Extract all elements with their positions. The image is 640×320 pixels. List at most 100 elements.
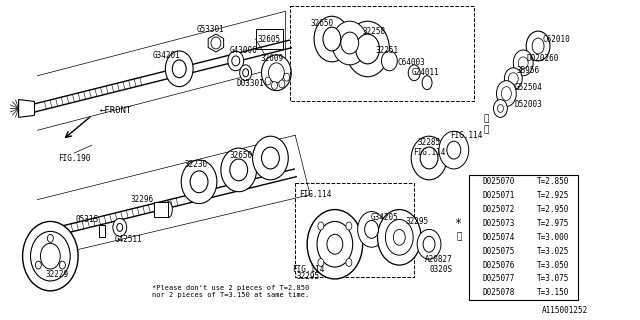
Bar bbox=[291, 6, 474, 100]
Ellipse shape bbox=[47, 234, 53, 242]
Text: 0531S: 0531S bbox=[76, 215, 99, 224]
Text: A115001252: A115001252 bbox=[541, 306, 588, 315]
Text: 32229: 32229 bbox=[45, 269, 69, 278]
Ellipse shape bbox=[228, 51, 244, 71]
Text: *: * bbox=[455, 217, 462, 230]
Text: FIG.190: FIG.190 bbox=[58, 154, 90, 163]
Ellipse shape bbox=[35, 261, 42, 269]
Text: 32285: 32285 bbox=[417, 138, 440, 147]
Text: G43006: G43006 bbox=[230, 46, 257, 55]
Text: D025071: D025071 bbox=[483, 191, 515, 200]
Ellipse shape bbox=[346, 222, 352, 230]
Text: G34201: G34201 bbox=[152, 52, 180, 60]
Text: G52504: G52504 bbox=[515, 83, 542, 92]
Text: T=3.050: T=3.050 bbox=[537, 260, 569, 269]
Ellipse shape bbox=[253, 136, 288, 180]
Ellipse shape bbox=[417, 229, 441, 259]
Text: FIG.114: FIG.114 bbox=[292, 265, 324, 274]
Text: 32258: 32258 bbox=[363, 27, 386, 36]
Ellipse shape bbox=[332, 21, 367, 65]
Ellipse shape bbox=[365, 220, 378, 238]
Ellipse shape bbox=[408, 65, 420, 81]
Ellipse shape bbox=[307, 210, 363, 279]
Ellipse shape bbox=[346, 259, 352, 267]
Ellipse shape bbox=[165, 51, 193, 87]
Ellipse shape bbox=[243, 69, 248, 77]
Text: D025077: D025077 bbox=[483, 275, 515, 284]
Ellipse shape bbox=[497, 81, 516, 107]
Text: D025076: D025076 bbox=[483, 260, 515, 269]
Ellipse shape bbox=[172, 60, 186, 78]
Ellipse shape bbox=[447, 141, 461, 159]
Ellipse shape bbox=[317, 221, 353, 267]
Text: 32650: 32650 bbox=[229, 150, 252, 160]
Text: ①: ① bbox=[484, 126, 489, 135]
Text: 32296: 32296 bbox=[130, 195, 153, 204]
Ellipse shape bbox=[60, 261, 65, 269]
Text: D025078: D025078 bbox=[483, 288, 515, 297]
Polygon shape bbox=[99, 225, 105, 237]
Ellipse shape bbox=[497, 105, 504, 112]
Text: G24011: G24011 bbox=[412, 68, 439, 77]
Ellipse shape bbox=[423, 236, 435, 252]
Polygon shape bbox=[154, 202, 168, 218]
Text: 32251: 32251 bbox=[376, 46, 399, 55]
Ellipse shape bbox=[508, 73, 518, 85]
Text: A20827: A20827 bbox=[425, 255, 453, 264]
Text: T=3.000: T=3.000 bbox=[537, 233, 569, 242]
Ellipse shape bbox=[394, 229, 405, 245]
Text: 32650: 32650 bbox=[310, 19, 333, 28]
Ellipse shape bbox=[532, 38, 544, 54]
Ellipse shape bbox=[284, 73, 290, 81]
Bar bbox=[468, 175, 578, 300]
Text: C62010: C62010 bbox=[542, 35, 570, 44]
Ellipse shape bbox=[164, 202, 172, 218]
Ellipse shape bbox=[526, 31, 550, 61]
Text: T=2.925: T=2.925 bbox=[537, 191, 569, 200]
Text: 0320S: 0320S bbox=[429, 265, 452, 274]
Text: FIG.114: FIG.114 bbox=[299, 190, 332, 199]
Ellipse shape bbox=[501, 87, 511, 100]
Text: T=2.975: T=2.975 bbox=[537, 219, 569, 228]
Polygon shape bbox=[19, 100, 35, 117]
Text: T=2.950: T=2.950 bbox=[537, 205, 569, 214]
Text: D025073: D025073 bbox=[483, 219, 515, 228]
Ellipse shape bbox=[116, 223, 123, 231]
Bar bbox=[295, 183, 414, 277]
Ellipse shape bbox=[31, 231, 70, 281]
Text: T=3.150: T=3.150 bbox=[537, 288, 569, 297]
Ellipse shape bbox=[181, 160, 217, 204]
Ellipse shape bbox=[265, 77, 271, 85]
Ellipse shape bbox=[230, 159, 248, 181]
Text: D025072: D025072 bbox=[483, 205, 515, 214]
Text: T=2.850: T=2.850 bbox=[537, 177, 569, 186]
Text: G34205: G34205 bbox=[371, 213, 398, 222]
Text: FIG.114: FIG.114 bbox=[413, 148, 445, 156]
Ellipse shape bbox=[262, 55, 291, 91]
Text: D025074: D025074 bbox=[483, 233, 515, 242]
Ellipse shape bbox=[323, 27, 341, 51]
Text: 32295: 32295 bbox=[296, 272, 319, 282]
Ellipse shape bbox=[381, 51, 397, 71]
Ellipse shape bbox=[318, 222, 324, 230]
Ellipse shape bbox=[356, 34, 380, 64]
Text: 32230: 32230 bbox=[184, 160, 207, 170]
Bar bbox=[255, 29, 284, 49]
Ellipse shape bbox=[19, 103, 27, 113]
Ellipse shape bbox=[341, 32, 358, 54]
Ellipse shape bbox=[318, 259, 324, 267]
Ellipse shape bbox=[327, 234, 343, 254]
Text: 3B956: 3B956 bbox=[516, 66, 540, 75]
Ellipse shape bbox=[412, 136, 447, 180]
Text: D025075: D025075 bbox=[483, 247, 515, 256]
Text: D020260: D020260 bbox=[527, 54, 559, 63]
Ellipse shape bbox=[22, 221, 78, 291]
Text: D52003: D52003 bbox=[515, 100, 542, 109]
Ellipse shape bbox=[232, 56, 240, 66]
Ellipse shape bbox=[385, 220, 413, 255]
Ellipse shape bbox=[271, 82, 278, 89]
Text: C64003: C64003 bbox=[397, 58, 425, 67]
Text: ①: ① bbox=[456, 233, 461, 242]
Ellipse shape bbox=[262, 147, 279, 169]
Text: *Please don't use 2 pieces of T=2.850
nor 2 pieces of T=3.150 at same time.: *Please don't use 2 pieces of T=2.850 no… bbox=[152, 285, 309, 298]
